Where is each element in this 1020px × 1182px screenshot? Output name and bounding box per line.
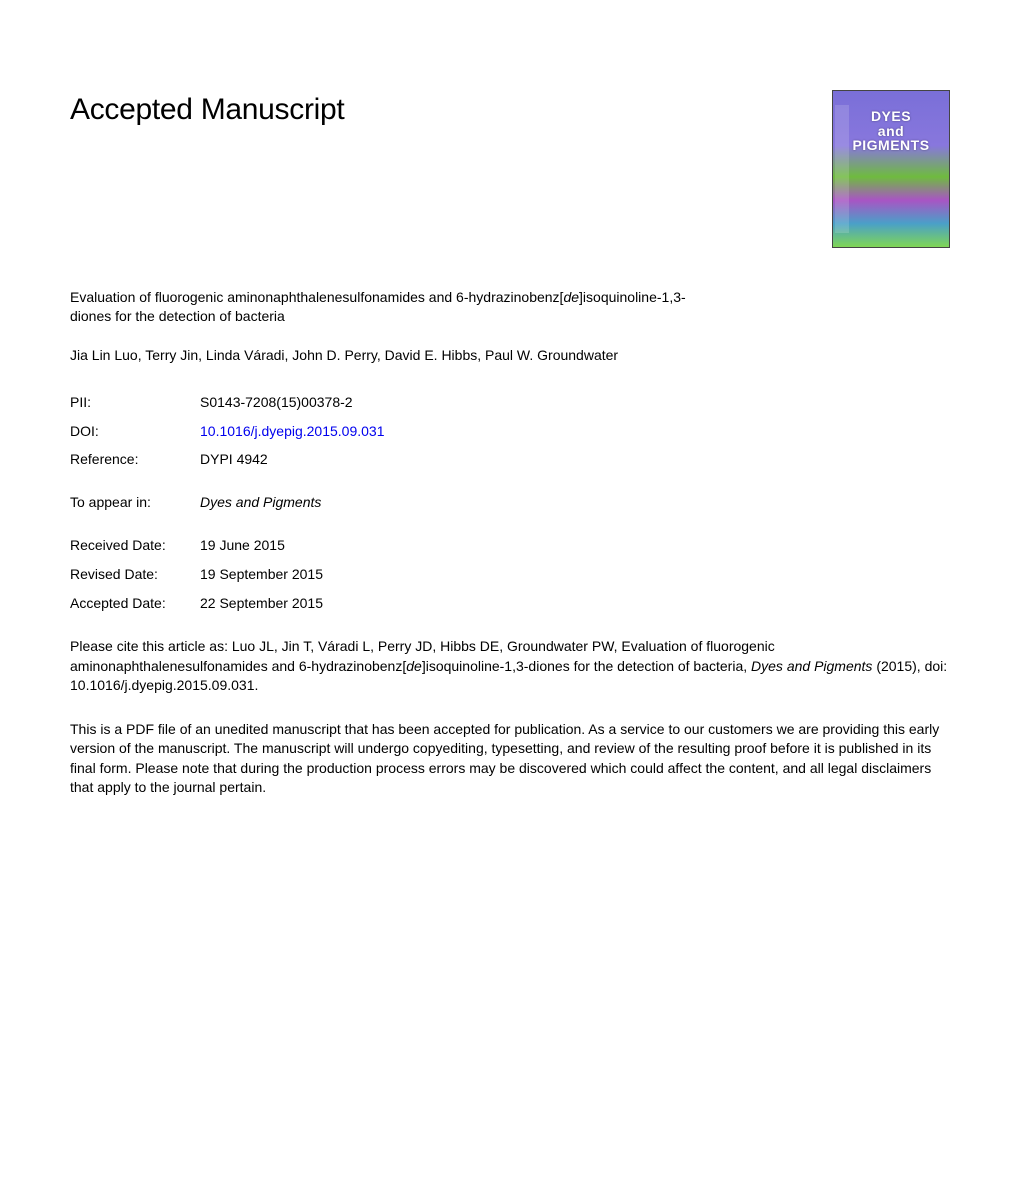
metadata-table: PII: S0143-7208(15)00378-2 DOI: 10.1016/… — [70, 393, 950, 613]
meta-label-received: Received Date: — [70, 536, 200, 555]
doi-link[interactable]: 10.1016/j.dyepig.2015.09.031 — [200, 422, 385, 441]
cover-line-3: PIGMENTS — [833, 138, 949, 153]
spacer — [70, 479, 950, 493]
cover-title: DYES and PIGMENTS — [833, 109, 949, 153]
meta-value-pii: S0143-7208(15)00378-2 — [200, 393, 353, 412]
meta-row-doi: DOI: 10.1016/j.dyepig.2015.09.031 — [70, 422, 950, 441]
citation-text: Please cite this article as: Luo JL, Jin… — [70, 637, 950, 696]
meta-label-accepted: Accepted Date: — [70, 594, 200, 613]
article-title: Evaluation of fluorogenic aminonaphthale… — [70, 288, 690, 326]
meta-row-pii: PII: S0143-7208(15)00378-2 — [70, 393, 950, 412]
spacer — [70, 522, 950, 536]
citation-italic-de: de — [406, 658, 422, 674]
meta-row-revised: Revised Date: 19 September 2015 — [70, 565, 950, 584]
meta-label-appear: To appear in: — [70, 493, 200, 512]
meta-value-appear: Dyes and Pigments — [200, 493, 321, 512]
meta-label-reference: Reference: — [70, 450, 200, 469]
journal-cover-thumbnail: DYES and PIGMENTS — [832, 90, 950, 248]
meta-label-pii: PII: — [70, 393, 200, 412]
meta-row-received: Received Date: 19 June 2015 — [70, 536, 950, 555]
article-title-block: Evaluation of fluorogenic aminonaphthale… — [70, 288, 690, 326]
cover-line-2: and — [833, 124, 949, 139]
header-row: Accepted Manuscript DYES and PIGMENTS — [70, 90, 950, 248]
meta-row-appear: To appear in: Dyes and Pigments — [70, 493, 950, 512]
disclaimer-text: This is a PDF file of an unedited manusc… — [70, 720, 950, 798]
article-title-italic: de — [563, 289, 579, 305]
citation-mid: ]isoquinoline-1,3-diones for the detecti… — [422, 658, 751, 674]
page-title: Accepted Manuscript — [70, 90, 344, 131]
meta-row-accepted: Accepted Date: 22 September 2015 — [70, 594, 950, 613]
citation-journal: Dyes and Pigments — [751, 658, 872, 674]
meta-row-reference: Reference: DYPI 4942 — [70, 450, 950, 469]
cover-line-1: DYES — [833, 109, 949, 124]
meta-value-accepted: 22 September 2015 — [200, 594, 323, 613]
meta-value-received: 19 June 2015 — [200, 536, 285, 555]
meta-label-revised: Revised Date: — [70, 565, 200, 584]
meta-value-revised: 19 September 2015 — [200, 565, 323, 584]
meta-label-doi: DOI: — [70, 422, 200, 441]
authors-list: Jia Lin Luo, Terry Jin, Linda Váradi, Jo… — [70, 346, 690, 365]
article-title-pre: Evaluation of fluorogenic aminonaphthale… — [70, 289, 563, 305]
meta-value-reference: DYPI 4942 — [200, 450, 268, 469]
